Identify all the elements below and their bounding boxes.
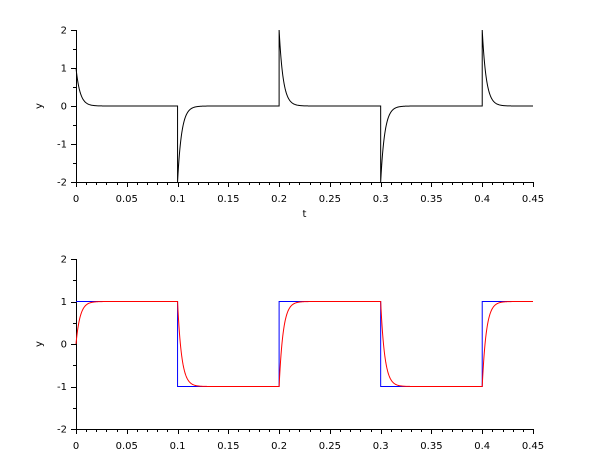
x-tick-label: 0.1 xyxy=(170,441,186,452)
x-tick-label: 0.15 xyxy=(217,194,239,205)
series-high-pass-washout-response xyxy=(75,29,533,183)
axes xyxy=(71,259,534,434)
y-axis-label: y xyxy=(34,103,45,109)
y-tick-label: 0 xyxy=(61,102,67,113)
x-tick-label: 0.15 xyxy=(217,441,239,452)
y-tick-label: 2 xyxy=(61,26,67,37)
x-axis-label: t xyxy=(303,209,307,220)
x-tick-label: 0.35 xyxy=(420,194,442,205)
x-tick-label: 0.35 xyxy=(420,441,442,452)
x-tick-label: 0.2 xyxy=(271,194,287,205)
y-tick-label: -1 xyxy=(57,140,67,151)
x-tick-label: 0.25 xyxy=(319,194,341,205)
x-tick-label: 0.2 xyxy=(271,441,287,452)
x-tick-label: 0.45 xyxy=(522,194,544,205)
x-tick-label: 0 xyxy=(73,194,79,205)
y-tick-label: 2 xyxy=(61,255,67,266)
x-tick-label: 0.3 xyxy=(373,441,389,452)
x-tick-label: 0.25 xyxy=(319,441,341,452)
axes xyxy=(71,30,534,187)
series-first-order-filtered-output xyxy=(75,301,533,387)
y-tick-label: -2 xyxy=(57,425,67,436)
x-tick-label: 0.45 xyxy=(522,441,544,452)
y-tick-label: 1 xyxy=(61,297,67,308)
x-tick-label: 0.05 xyxy=(116,194,138,205)
x-tick-label: 0.4 xyxy=(474,441,490,452)
y-tick-label: 0 xyxy=(61,340,67,351)
y-tick-label: -1 xyxy=(57,382,67,393)
x-tick-label: 0.4 xyxy=(474,194,490,205)
x-tick-label: 0 xyxy=(73,441,79,452)
series-square-wave-input xyxy=(76,301,533,387)
y-axis-label: y xyxy=(34,341,45,347)
x-tick-label: 0.1 xyxy=(170,194,186,205)
y-tick-label: 1 xyxy=(61,64,67,75)
y-tick-label: -2 xyxy=(57,178,67,189)
x-tick-label: 0.3 xyxy=(373,194,389,205)
x-tick-label: 0.05 xyxy=(116,441,138,452)
